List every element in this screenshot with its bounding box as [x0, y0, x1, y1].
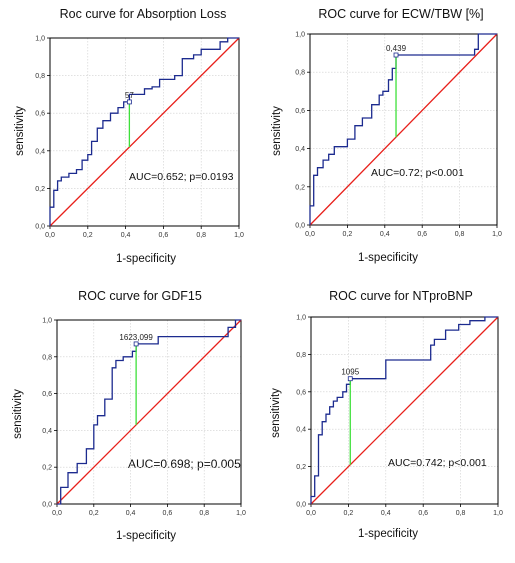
x-tick-label: 0,2: [89, 510, 99, 517]
reference-diagonal-line: [49, 37, 240, 227]
y-tick-label: 1,0: [295, 32, 305, 39]
cutoff-label: 1623,099: [119, 333, 153, 342]
x-axis-label: 1-specificity: [358, 528, 418, 540]
auc-annotation: AUC=0.72; p<0.001: [371, 167, 464, 179]
x-tick-label: 0,6: [159, 232, 169, 239]
roc-panel-absorption-loss: Roc curve for Absorption Loss 1-specific…: [0, 0, 258, 282]
y-tick-label: 0,4: [35, 148, 45, 155]
x-axis-label: 1-specificity: [116, 253, 176, 265]
roc-panel-ntprobnp: ROC curve for NTproBNP 1-specificity sen…: [258, 282, 515, 563]
y-tick-label: 0,2: [42, 465, 52, 472]
cutoff-marker: [133, 341, 139, 347]
roc-panel-gdf15: ROC curve for GDF15 1-specificity sensit…: [0, 282, 258, 563]
y-tick-label: 0,2: [296, 464, 306, 471]
x-tick-label: 0,2: [83, 232, 93, 239]
y-tick-label: 0,2: [35, 186, 45, 193]
chart-title: Roc curve for Absorption Loss: [60, 7, 227, 21]
cutoff-marker: [126, 99, 132, 105]
y-tick-label: 0,4: [296, 427, 306, 434]
chart-title: ROC curve for NTproBNP: [329, 289, 473, 303]
roc-panel-ecw-tbw: ROC curve for ECW/TBW [%] 1-specificity …: [258, 0, 515, 282]
x-axis-label: 1-specificity: [358, 252, 418, 264]
roc-curve: [310, 316, 498, 504]
y-tick-label: 0,8: [296, 352, 306, 359]
x-tick-label: 0,4: [381, 510, 391, 517]
x-tick-label: 0,8: [199, 510, 209, 517]
x-tick-label: 0,4: [126, 510, 136, 517]
x-tick-label: 0,8: [455, 231, 465, 238]
x-tick-label: 0,4: [380, 231, 390, 238]
x-tick-label: 0,2: [343, 231, 353, 238]
y-tick-label: 0,4: [295, 146, 305, 153]
auc-annotation: AUC=0.698; p=0.005: [128, 457, 241, 471]
plot-frame: [309, 33, 498, 226]
y-tick-label: 0,0: [296, 502, 306, 509]
roc-chart-absorption-loss: Roc curve for Absorption Loss 1-specific…: [14, 7, 244, 265]
x-tick-label: 0,0: [305, 231, 315, 238]
x-tick-label: 0,6: [417, 231, 427, 238]
y-tick-label: 0,8: [295, 70, 305, 77]
plot-frame: [310, 316, 499, 505]
cutoff-label: 1095: [341, 368, 359, 377]
cutoff-label: 57: [125, 91, 134, 100]
chart-title: ROC curve for ECW/TBW [%]: [318, 7, 483, 21]
y-axis-label: sensitivity: [271, 106, 283, 156]
auc-annotation: AUC=0.652; p=0.0193: [129, 171, 234, 183]
x-tick-label: 1,0: [492, 231, 502, 238]
cutoff-marker: [347, 376, 353, 382]
y-tick-label: 1,0: [42, 318, 52, 325]
y-tick-label: 0,4: [42, 428, 52, 435]
y-axis-label: sensitivity: [270, 388, 282, 438]
roc-chart-ntprobnp: ROC curve for NTproBNP 1-specificity sen…: [270, 289, 503, 540]
x-tick-label: 1,0: [236, 510, 246, 517]
y-tick-label: 0,6: [35, 111, 45, 118]
roc-curve: [49, 37, 239, 226]
y-tick-label: 1,0: [35, 36, 45, 43]
y-tick-label: 1,0: [296, 315, 306, 322]
roc-curve: [57, 319, 241, 505]
reference-diagonal-line: [310, 316, 499, 505]
y-tick-label: 0,8: [42, 354, 52, 361]
x-tick-label: 0,6: [163, 510, 173, 517]
y-axis-label: sensitivity: [14, 106, 26, 156]
cutoff-label: 0,439: [386, 44, 407, 53]
x-tick-label: 0,2: [344, 510, 354, 517]
roc-chart-gdf15: ROC curve for GDF15 1-specificity sensit…: [12, 289, 246, 542]
plot-frame: [56, 319, 242, 505]
x-tick-label: 0,6: [418, 510, 428, 517]
y-tick-label: 0,8: [35, 73, 45, 80]
y-tick-label: 0,6: [42, 391, 52, 398]
x-tick-label: 0,0: [45, 232, 55, 239]
x-tick-label: 0,0: [306, 510, 316, 517]
y-tick-label: 0,0: [295, 223, 305, 230]
cutoff-marker: [393, 52, 399, 58]
x-tick-label: 1,0: [493, 510, 503, 517]
y-tick-label: 0,6: [296, 389, 306, 396]
plot-frame: [49, 37, 240, 227]
y-axis-label: sensitivity: [12, 389, 24, 439]
x-tick-label: 1,0: [234, 232, 244, 239]
x-tick-label: 0,0: [52, 510, 62, 517]
x-axis-label: 1-specificity: [116, 530, 176, 542]
reference-diagonal-line: [56, 319, 242, 505]
y-tick-label: 0,0: [42, 502, 52, 509]
chart-title: ROC curve for GDF15: [78, 289, 202, 303]
y-tick-label: 0,2: [295, 184, 305, 191]
roc-chart-ecw-tbw: ROC curve for ECW/TBW [%] 1-specificity …: [271, 7, 502, 264]
auc-annotation: AUC=0.742; p<0.001: [388, 457, 487, 469]
x-tick-label: 0,8: [196, 232, 206, 239]
x-tick-label: 0,4: [121, 232, 131, 239]
reference-diagonal-line: [309, 33, 498, 226]
x-tick-label: 0,8: [456, 510, 466, 517]
y-tick-label: 0,6: [295, 108, 305, 115]
y-tick-label: 0,0: [35, 224, 45, 231]
